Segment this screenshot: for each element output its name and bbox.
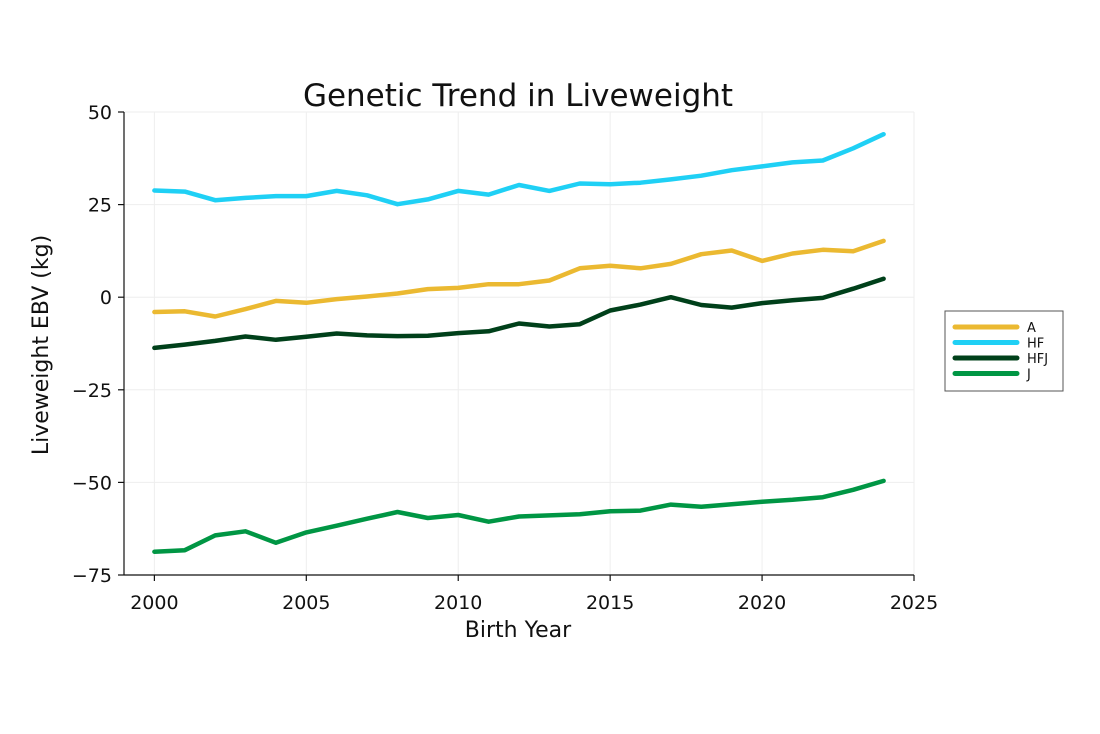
legend-label-j: J <box>1026 368 1031 383</box>
grid <box>124 111 915 576</box>
x-tick-label: 2005 <box>282 592 330 614</box>
axes <box>123 112 914 576</box>
y-tick-label: 50 <box>88 102 112 124</box>
series-line-hf <box>152 131 886 207</box>
legend-label-hfj: HFJ <box>1027 352 1048 367</box>
y-tick-label: −25 <box>72 380 112 402</box>
series-line-hfj <box>152 276 886 351</box>
series-line-j <box>152 478 886 554</box>
legend-label-hf: HF <box>1027 337 1044 352</box>
ticks: 2000 2005 2010 2015 2020 2025 50 25 0 −25 −50 −75 <box>72 102 938 614</box>
x-tick-label: 2025 <box>890 592 938 614</box>
y-tick-label: 0 <box>100 287 112 309</box>
legend-box <box>944 310 1064 392</box>
x-tick-label: 2010 <box>434 592 482 614</box>
chart-title: Genetic Trend in Liveweight <box>303 78 733 114</box>
series-group <box>152 131 886 554</box>
x-tick-label: 2020 <box>738 592 786 614</box>
y-axis-title: Liveweight EBV (kg) <box>29 235 54 455</box>
x-tick-label: 2015 <box>586 592 634 614</box>
legend-label-a: A <box>1027 321 1036 336</box>
y-tick-label: 25 <box>88 195 112 217</box>
y-tick-label: −75 <box>72 565 112 587</box>
series-line-a <box>152 238 886 319</box>
x-tick-label: 2000 <box>130 592 178 614</box>
y-tick-label: −50 <box>72 472 112 494</box>
x-axis-title: Birth Year <box>465 618 572 643</box>
